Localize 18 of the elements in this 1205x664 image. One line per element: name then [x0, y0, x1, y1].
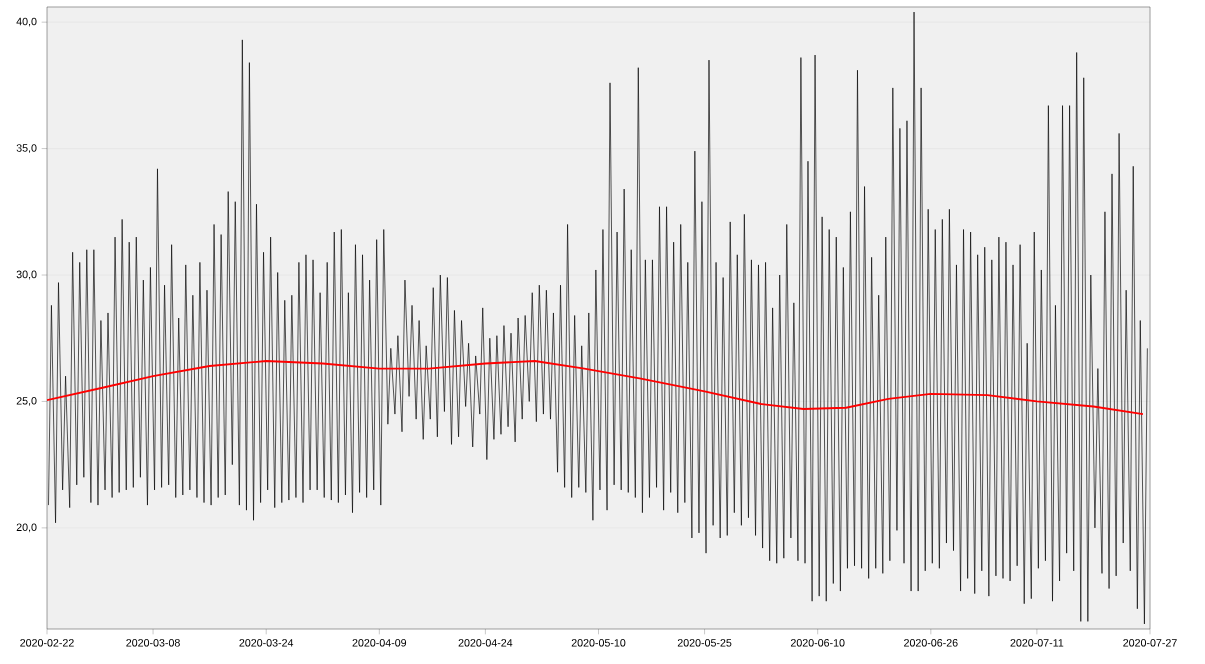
- line-series: [47, 360, 1144, 416]
- x-tick-label: 2020-03-08: [126, 639, 180, 647]
- y-tick-label: 40,0: [16, 17, 37, 27]
- x-tick-label: 2020-07-11: [1010, 639, 1064, 647]
- y-tick-label: 20,0: [16, 523, 37, 533]
- y-tick-label: 35,0: [16, 144, 37, 153]
- x-tick-label: 2020-04-24: [458, 639, 513, 647]
- x-tick-label: 2020-02-22: [20, 639, 74, 647]
- x-tick-label: 2020-05-25: [677, 639, 732, 647]
- x-tick-label: 2020-07-27: [1123, 639, 1177, 647]
- y-tick-label: 25,0: [16, 397, 37, 406]
- x-tick-label: 2020-03-24: [239, 639, 294, 647]
- line-series: [48, 11, 1148, 625]
- y-tick-label: 30,0: [16, 270, 37, 280]
- x-tick-label: 2020-05-10: [571, 639, 626, 647]
- x-tick-label: 2020-04-09: [352, 639, 407, 647]
- x-tick-label: 2020-06-10: [790, 639, 845, 647]
- x-tick-label: 2020-06-26: [904, 639, 958, 647]
